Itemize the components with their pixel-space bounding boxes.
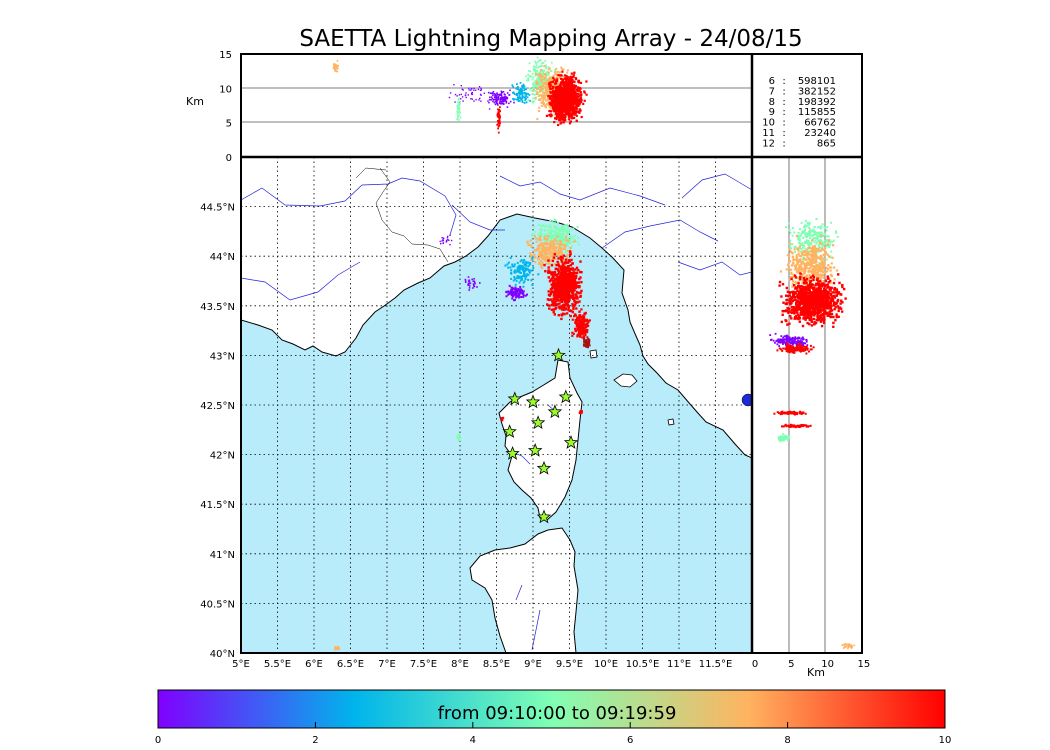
count-value: 66762 xyxy=(804,118,836,129)
top-alt-tick-label: 0 xyxy=(226,153,232,164)
right-km-tick-label: 15 xyxy=(858,659,871,670)
count-label: 10 xyxy=(762,118,775,129)
count-label: 12 xyxy=(762,138,775,149)
lon-altitude-panel xyxy=(241,54,752,157)
lon-tick-label: 11.5°E xyxy=(699,659,733,670)
rivers xyxy=(241,173,752,651)
lat-tick-label: 44°N xyxy=(210,252,235,263)
colorbar-tick-label: 10 xyxy=(939,735,952,746)
star-icon xyxy=(558,389,574,404)
colorbar-tick-label: 8 xyxy=(784,735,790,746)
map-panel: 5°E 5.5°E 6°E 6.5°E 7°E 7.5°E 8°E 8.5°E 9°E 9.5°E… xyxy=(200,157,752,670)
count-sep: : xyxy=(782,128,785,139)
lon-tick-label: 9°E xyxy=(524,659,542,670)
lat-tick-label: 42.5°N xyxy=(200,401,235,412)
right-altitude-unit: Km xyxy=(807,666,825,679)
colorbar-tick-label: 0 xyxy=(155,735,161,746)
count-value: 598101 xyxy=(798,76,836,87)
altitude-lat-sources xyxy=(769,218,856,650)
lon-tick-label: 8.5°E xyxy=(483,659,510,670)
lon-tick-label: 8°E xyxy=(451,659,469,670)
right-km-tick-label: 5 xyxy=(788,659,794,670)
top-alt-tick-label: 10 xyxy=(219,84,232,95)
lon-tick-label: 7.5°E xyxy=(410,659,437,670)
lon-tick-label: 6.5°E xyxy=(337,659,364,670)
count-value: 23240 xyxy=(804,128,836,139)
star-icon xyxy=(530,415,546,429)
lon-tick-label: 9.5°E xyxy=(556,659,583,670)
lat-tick-label: 44.5°N xyxy=(200,203,235,214)
star-icon xyxy=(536,509,552,524)
top-altitude-unit: Km xyxy=(186,95,204,108)
count-label: 6 xyxy=(769,76,775,87)
top-alt-tick-label: 15 xyxy=(219,50,232,61)
lat-tick-label: 40°N xyxy=(210,649,235,660)
lon-altitude-sources xyxy=(332,56,588,134)
count-label: 8 xyxy=(769,97,775,108)
lma-stations xyxy=(502,347,579,524)
lon-tick-label: 10°E xyxy=(594,659,618,670)
lat-tick-label: 43.5°N xyxy=(200,302,235,313)
colorbar-label: from 09:10:00 to 09:19:59 xyxy=(438,703,677,724)
map-lightning-sources xyxy=(334,217,752,651)
capraia-island xyxy=(589,349,598,359)
star-icon xyxy=(507,391,522,406)
borders xyxy=(355,167,449,263)
count-value: 865 xyxy=(817,138,836,149)
count-sep: : xyxy=(782,107,785,118)
star-icon xyxy=(563,435,579,449)
count-value: 382152 xyxy=(798,86,836,97)
lat-tick-label: 40.5°N xyxy=(200,599,235,610)
count-value: 115855 xyxy=(798,107,836,118)
lat-tick-label: 42°N xyxy=(210,451,235,462)
count-label: 11 xyxy=(762,128,775,139)
count-sep: : xyxy=(782,97,785,108)
colorbar: from 09:10:00 to 09:19:59 0 2 4 6 8 10 xyxy=(155,689,952,746)
count-label: 9 xyxy=(769,107,775,118)
lat-tick-label: 41.5°N xyxy=(200,500,235,511)
star-icon xyxy=(502,424,517,438)
longitude-tick-labels: 5°E 5.5°E 6°E 6.5°E 7°E 7.5°E 8°E 8.5°E 9°E 9.5°E… xyxy=(232,659,732,670)
star-icon xyxy=(536,460,552,475)
star-icon xyxy=(525,394,541,409)
star-icon xyxy=(505,446,520,460)
lat-tick-label: 43°N xyxy=(210,351,235,362)
top-altitude-tick-labels: 15 10 5 0 xyxy=(219,50,232,164)
star-icon xyxy=(527,442,543,457)
colorbar-gradient xyxy=(157,689,946,729)
giglio-island xyxy=(667,418,675,426)
colorbar-tick-label: 4 xyxy=(470,735,476,746)
top-alt-tick-label: 5 xyxy=(226,119,232,130)
lon-tick-label: 11°E xyxy=(667,659,691,670)
star-icon xyxy=(547,404,563,419)
count-value: 198392 xyxy=(798,97,836,108)
colorbar-tick-label: 2 xyxy=(312,735,318,746)
lon-tick-label: 5.5°E xyxy=(264,659,291,670)
right-km-tick-label: 0 xyxy=(752,659,758,670)
right-altitude-tick-labels: 0 5 10 15 xyxy=(752,659,870,670)
elba-island xyxy=(613,373,638,388)
count-sep: : xyxy=(782,86,785,97)
frame xyxy=(240,53,863,654)
colorbar-tick-label: 6 xyxy=(627,735,633,746)
altitude-lat-panel xyxy=(753,157,862,653)
lat-tick-label: 41°N xyxy=(210,550,235,561)
count-label: 7 xyxy=(769,86,775,97)
figure-title: SAETTA Lightning Mapping Array - 24/08/1… xyxy=(299,26,802,52)
sardinia xyxy=(469,527,579,653)
count-sep: : xyxy=(782,76,785,87)
lon-tick-label: 6°E xyxy=(305,659,323,670)
right-km-tick-label: 10 xyxy=(821,659,834,670)
count-sep: : xyxy=(782,118,785,129)
star-icon xyxy=(551,347,566,362)
latitude-tick-labels: 44.5°N 44°N 43.5°N 43°N 42.5°N 42°N 41.5°N 41°N… xyxy=(200,203,235,660)
lon-tick-label: 5°E xyxy=(232,659,250,670)
lon-tick-label: 10.5°E xyxy=(626,659,660,670)
lon-tick-label: 7°E xyxy=(378,659,396,670)
source-count-panel: 6: 598101 7: 382152 8: 198392 9: 115855 10: 66762… xyxy=(753,54,862,157)
count-sep: : xyxy=(782,138,785,149)
